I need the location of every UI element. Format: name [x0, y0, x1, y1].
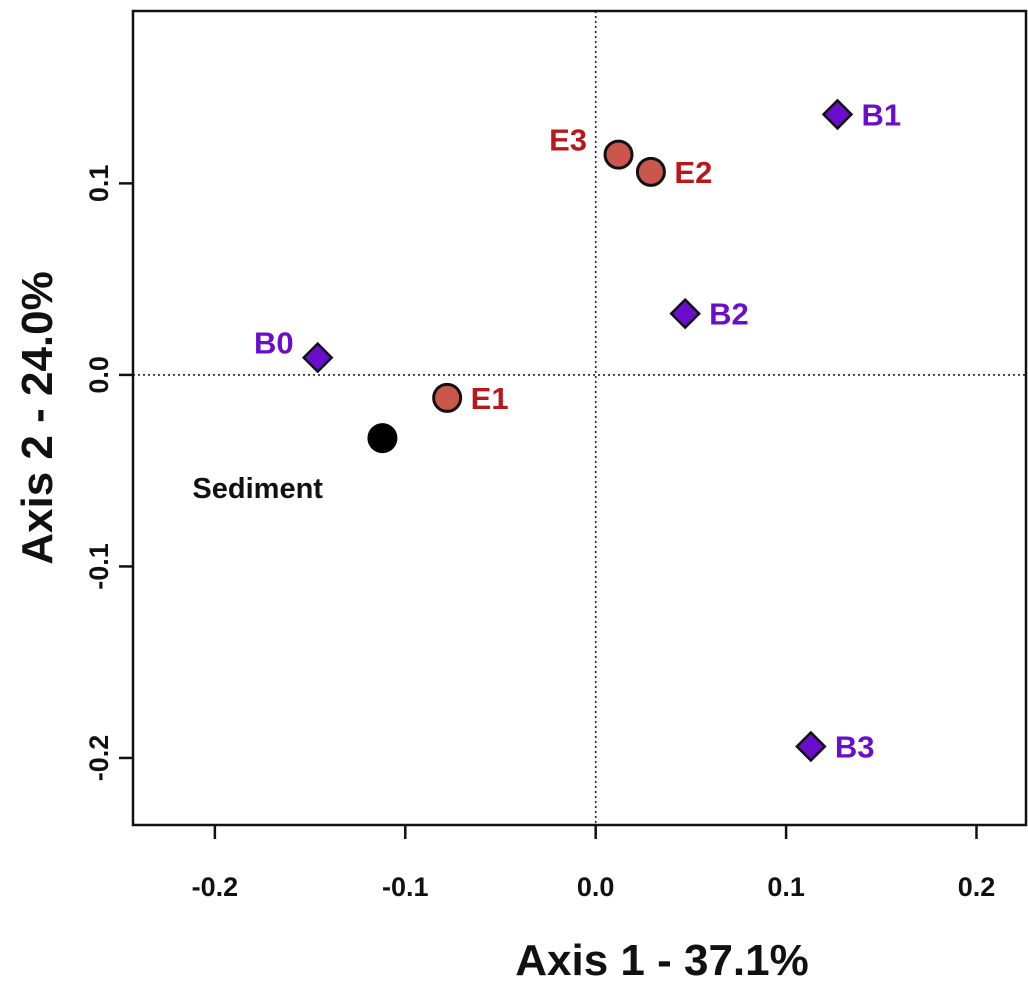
y-axis: -0.2 -0.1 0.0 0.1 [84, 165, 133, 782]
point-sediment [367, 423, 398, 454]
y-axis-title: Axis 2 - 24.0% [13, 271, 62, 565]
y-tick-label: -0.1 [84, 543, 114, 590]
x-tick-label: 0.0 [577, 872, 615, 902]
label-e3: E3 [549, 123, 587, 158]
point-b3 [795, 730, 827, 763]
reference-lines [133, 11, 1026, 825]
point-b0 [301, 341, 334, 374]
label-b0: B0 [254, 326, 294, 361]
x-axis: -0.2 -0.1 0.0 0.1 0.2 [192, 825, 996, 902]
x-axis-title: Axis 1 - 37.1% [515, 936, 809, 985]
point-b2 [669, 297, 701, 330]
label-e1: E1 [471, 381, 509, 416]
point-b1 [821, 98, 854, 131]
point-labels: B0 B1 B2 B3 E1 E2 E3 Sediment [192, 97, 901, 764]
x-tick-label: -0.1 [382, 872, 429, 902]
label-b1: B1 [861, 97, 901, 132]
x-tick-label: -0.2 [192, 872, 239, 902]
point-e3 [603, 139, 634, 170]
y-tick-label: 0.0 [84, 356, 114, 394]
y-tick-label: -0.2 [84, 735, 114, 782]
label-b2: B2 [709, 297, 749, 332]
point-e2 [635, 156, 666, 187]
data-points [301, 98, 854, 763]
plot-frame [131, 9, 1028, 827]
label-sediment: Sediment [192, 473, 323, 505]
y-tick-label: 0.1 [84, 165, 114, 203]
label-e2: E2 [674, 155, 712, 190]
x-tick-label: 0.2 [958, 872, 996, 902]
point-e1 [432, 382, 463, 413]
x-tick-label: 0.1 [767, 872, 805, 902]
label-b3: B3 [835, 729, 875, 764]
